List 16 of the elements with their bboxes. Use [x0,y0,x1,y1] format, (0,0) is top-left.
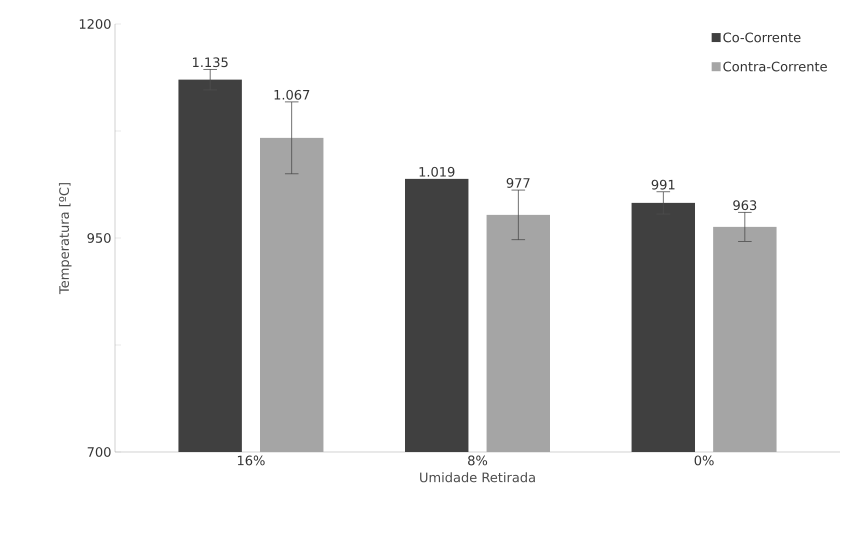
data-label: 963 [733,200,756,210]
x-tick-label: 8% [468,456,488,466]
data-label: 991 [652,180,674,190]
x-axis-title: Umidade Retirada [420,472,535,482]
x-tick-label: 16% [238,456,265,466]
y-tick-label: 1200 [80,19,111,29]
legend-label: Contra-Corrente [723,62,827,72]
y-axis-title: Temperatura [ºC] [58,183,72,294]
x-tick-label: 0% [694,456,714,466]
data-label: 1.019 [420,166,454,177]
legend-label: Co-Corrente [723,32,800,42]
data-label: 1.067 [274,90,310,100]
data-label: 1.135 [192,57,228,68]
data-label: 977 [506,178,530,188]
y-tick-label: 700 [88,447,111,457]
y-tick-label: 950 [87,233,111,243]
